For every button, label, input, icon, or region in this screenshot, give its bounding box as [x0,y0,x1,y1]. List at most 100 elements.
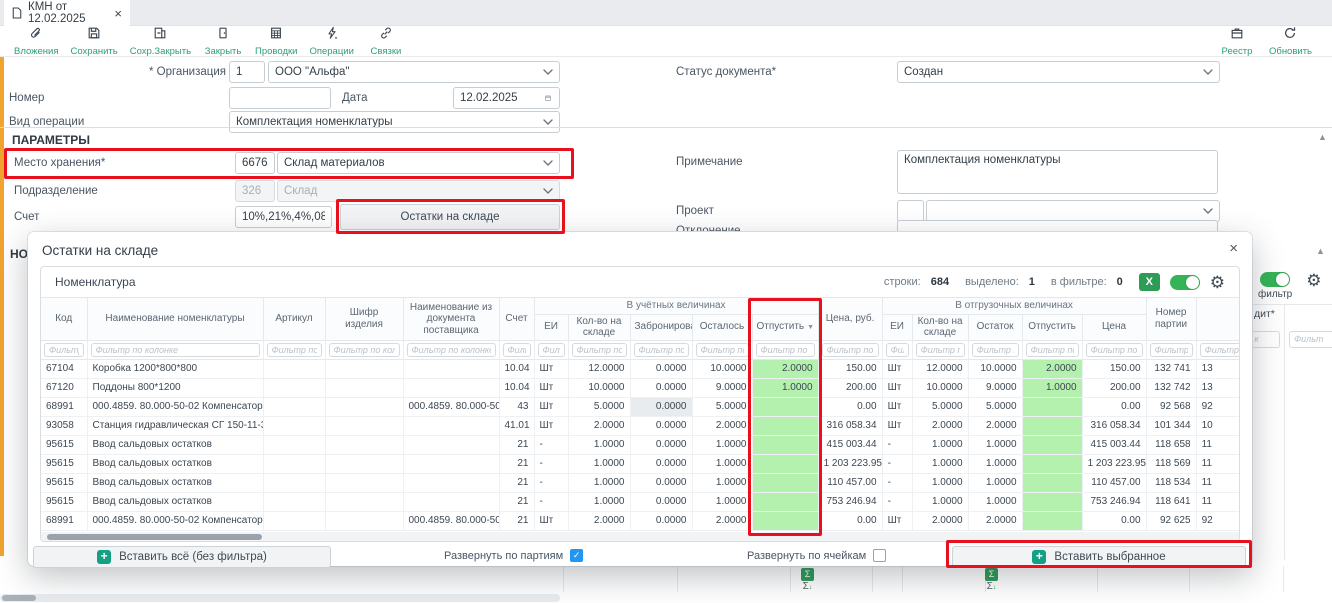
gear-icon[interactable]: ⚙ [1210,274,1225,291]
table-row[interactable]: 68991000.4859. 80.000-50-02 Компенсатор0… [41,397,1239,416]
table-cell[interactable]: 118 658 [1146,435,1196,454]
table-cell[interactable]: - [534,492,568,511]
table-cell[interactable]: 11 [1196,435,1239,454]
save-close-button[interactable]: Сохр.Закрыть [124,26,197,56]
table-cell[interactable] [403,416,499,435]
filter-toggle[interactable] [1170,275,1200,290]
table-cell[interactable]: 1.0000 [568,435,630,454]
scrollbar-thumb[interactable] [47,534,262,540]
table-cell[interactable]: 1 203 223.95 [818,454,882,473]
table-cell[interactable] [263,511,325,530]
table-cell[interactable]: 95615 [41,492,87,511]
column-filter-input[interactable] [886,343,909,357]
table-cell[interactable] [1022,397,1082,416]
table-cell[interactable]: 0.0000 [630,492,692,511]
table-cell[interactable]: 132 741 [1146,359,1196,378]
project-select[interactable] [926,200,1220,222]
table-cell[interactable]: 1.0000 [692,454,752,473]
table-cell[interactable] [263,416,325,435]
column-filter-input[interactable] [1086,343,1143,357]
table-cell[interactable] [263,359,325,378]
table-cell[interactable] [325,359,403,378]
column-header[interactable]: Номер партии [1146,298,1196,340]
table-cell[interactable]: Ввод сальдовых остатков [87,454,263,473]
table-cell[interactable]: Шт [882,416,912,435]
table-cell[interactable]: 10.04 [499,378,534,397]
table-cell[interactable]: Поддоны 800*1200 [87,378,263,397]
column-header[interactable]: Шифр изделия [325,298,403,340]
table-cell[interactable]: 0.00 [1082,397,1146,416]
table-cell[interactable]: - [882,435,912,454]
table-cell[interactable]: 000.4859. 80.000-50... [403,511,499,530]
sort-desc-icon[interactable]: ▼ [807,324,814,331]
refresh-button[interactable]: Обновить [1263,26,1318,56]
column-filter-input[interactable]: Фильт [1289,331,1332,348]
table-cell[interactable]: 13 [1196,378,1239,397]
organization-code-input[interactable] [229,61,265,83]
table-cell[interactable]: 316 058.34 [1082,416,1146,435]
table-cell[interactable]: 200.00 [818,378,882,397]
table-cell[interactable]: 21 [499,492,534,511]
table-cell[interactable] [752,511,818,530]
table-cell[interactable]: - [882,454,912,473]
table-cell[interactable]: Коробка 1200*800*800 [87,359,263,378]
table-cell[interactable]: 0.00 [818,511,882,530]
table-cell[interactable]: 753 246.94 [818,492,882,511]
table-cell[interactable]: 10.0000 [968,359,1022,378]
table-cell[interactable] [403,454,499,473]
column-header[interactable]: Наименование номенклатуры [87,298,263,340]
table-cell[interactable]: 1.0000 [968,435,1022,454]
table-cell[interactable]: 5.0000 [692,397,752,416]
column-header[interactable]: ЕИ [534,314,568,340]
table-cell[interactable]: 68991 [41,397,87,416]
table-cell[interactable] [325,492,403,511]
table-cell[interactable]: 1.0000 [692,473,752,492]
table-cell[interactable] [752,492,818,511]
table-cell[interactable]: 92 625 [1146,511,1196,530]
column-filter-input[interactable] [503,343,531,357]
table-cell[interactable]: 0.0000 [630,397,692,416]
insert-selected-button[interactable]: + Вставить выбранное [952,546,1246,568]
table-cell[interactable]: 21 [499,435,534,454]
table-cell[interactable]: 92 [1196,511,1239,530]
table-cell[interactable]: 92 [1196,397,1239,416]
column-filter-input[interactable] [634,343,689,357]
status-select[interactable]: Создан [897,61,1220,83]
account-input[interactable] [235,206,332,228]
table-cell[interactable] [1022,511,1082,530]
table-cell[interactable] [1022,454,1082,473]
table-cell[interactable]: 9.0000 [692,378,752,397]
column-header[interactable]: Осталось [692,314,752,340]
column-filter-input[interactable] [916,343,965,357]
registry-button[interactable]: Реестр [1211,26,1263,56]
column-header[interactable]: Отпустить▼ [752,314,818,340]
sum-icon[interactable]: Σ [801,568,814,581]
table-cell[interactable] [325,473,403,492]
close-document-button[interactable]: Закрыть [197,26,249,56]
table-cell[interactable]: 2.0000 [968,511,1022,530]
table-cell[interactable]: 10 [1196,416,1239,435]
table-cell[interactable]: 118 569 [1146,454,1196,473]
table-cell[interactable]: 68991 [41,511,87,530]
column-filter-input[interactable] [91,343,260,357]
table-cell[interactable]: 118 641 [1146,492,1196,511]
table-cell[interactable] [325,378,403,397]
column-header[interactable]: Забронировано [630,314,692,340]
table-cell[interactable]: Шт [534,359,568,378]
column-header[interactable]: Наименование из документа поставщика [403,298,499,340]
table-cell[interactable]: 1.0000 [568,454,630,473]
gear-icon[interactable]: ⚙ [1306,272,1321,289]
table-cell[interactable] [403,435,499,454]
excel-export-icon[interactable]: X [1139,273,1160,291]
table-cell[interactable]: 5.0000 [968,397,1022,416]
column-filter-input[interactable] [756,343,815,357]
table-cell[interactable]: 0.0000 [630,454,692,473]
table-cell[interactable]: 150.00 [818,359,882,378]
table-cell[interactable] [263,492,325,511]
table-cell[interactable]: 1 203 223.95 [1082,454,1146,473]
table-cell[interactable]: 0.0000 [630,359,692,378]
column-header[interactable] [1196,298,1239,340]
column-filter-input[interactable] [329,343,400,357]
close-icon[interactable]: × [1229,241,1238,256]
table-cell[interactable]: 2.0000 [1022,359,1082,378]
